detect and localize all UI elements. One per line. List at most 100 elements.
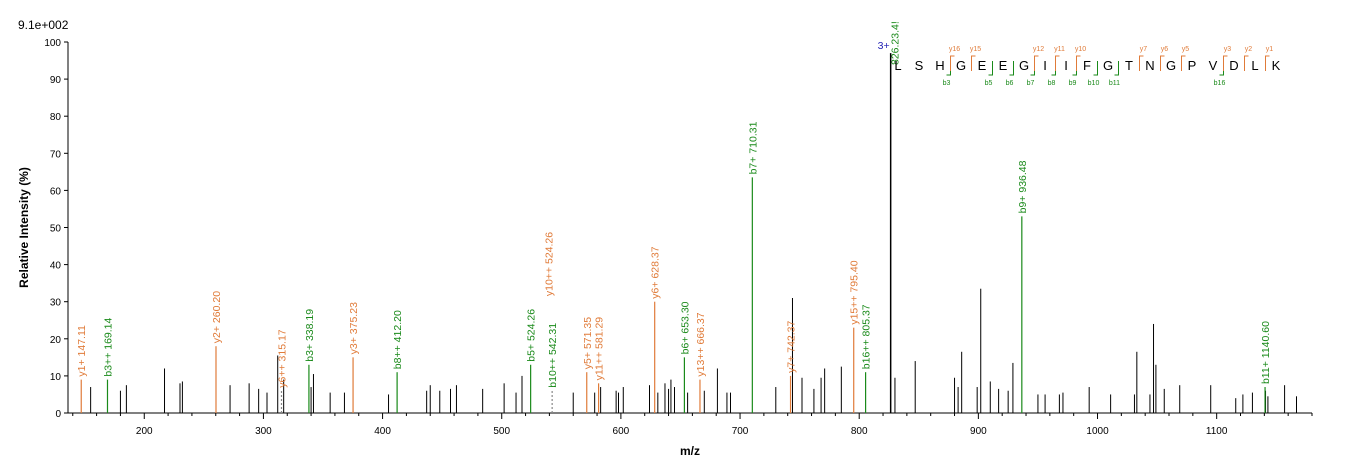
peak-label: y2+ 260.20 <box>211 291 223 343</box>
peak-label: b5+ 524.26 <box>526 309 538 362</box>
y-ion-label: y7 <box>1140 46 1148 53</box>
peak-label: y1+ 147.11 <box>76 325 88 377</box>
sequence-residue: G <box>1019 58 1029 73</box>
peak-label: y3+ 375.23 <box>348 302 360 354</box>
y-tick-label: 60 <box>50 186 62 197</box>
y-tick-label: 30 <box>50 298 62 309</box>
y-ion-marker <box>1265 55 1270 71</box>
y-ion-marker <box>950 55 955 71</box>
y-ion-label: y12 <box>1033 46 1044 53</box>
b-ion-marker <box>1114 61 1119 76</box>
sequence-residue: I <box>1043 58 1047 73</box>
sequence-residue: H <box>935 58 944 73</box>
y-ion-label: y5 <box>1182 46 1190 53</box>
y-tick-label: 0 <box>55 409 61 420</box>
sequence-residue: S <box>915 58 924 73</box>
sequence-residue: N <box>1145 58 1154 73</box>
peak-label: b9+ 936.48 <box>1017 160 1029 213</box>
y-ion-marker <box>971 55 976 71</box>
b-ion-marker <box>988 61 993 76</box>
x-tick-label: 700 <box>732 426 749 437</box>
y-tick-label: 50 <box>50 224 62 235</box>
b-ion-label: b8 <box>1048 80 1056 87</box>
x-tick-label: 500 <box>493 426 510 437</box>
peak-label: y6++ 315.17 <box>276 329 288 388</box>
peak-label: b3++ 169.14 <box>102 317 114 376</box>
y-ion-label: y10 <box>1075 46 1086 53</box>
x-axis-label: m/z <box>680 444 700 458</box>
sequence-residue: F <box>1083 58 1091 73</box>
precursor-label: 826.23.4! <box>890 21 902 65</box>
x-tick-label: 600 <box>613 426 630 437</box>
x-tick-label: 400 <box>374 426 391 437</box>
x-tick-label: 900 <box>970 426 987 437</box>
sequence-residue: G <box>1103 58 1113 73</box>
y-ion-marker <box>1160 55 1165 71</box>
peak-label: b3+ 338.19 <box>304 309 316 362</box>
y-ion-marker <box>1244 55 1249 71</box>
y-axis-label: Relative Intensity (%) <box>17 167 31 288</box>
y-tick-label: 20 <box>50 335 62 346</box>
y-ion-label: y15 <box>970 46 981 53</box>
sequence-residue: V <box>1209 58 1218 73</box>
precursor-charge-label: 3+ <box>878 40 890 52</box>
peak-label: y13++ 666.37 <box>695 312 707 376</box>
sequence-residue: D <box>1229 58 1238 73</box>
b-ion-marker <box>1093 61 1098 76</box>
peak-label: y11++ 581.29 <box>594 317 606 381</box>
b-ion-label: b5 <box>985 80 993 87</box>
y-tick-label: 80 <box>50 112 62 123</box>
sequence-residue: G <box>1166 58 1176 73</box>
b-ion-label: b16 <box>1214 80 1226 87</box>
sequence-coverage: L S H G E E G I I F G T N G P V D L Kb3 b5 b6 b7 b8 b9 b10 b11 b16… <box>894 46 1280 87</box>
b-ion-marker <box>1051 61 1056 76</box>
b-ion-marker <box>946 61 951 76</box>
y-tick-label: 40 <box>50 261 62 272</box>
axes: 0 10 20 30 40 50 60 70 80 90 100 200 300 400 500 600 700… <box>44 38 1313 437</box>
b-ion-label: b10 <box>1088 80 1100 87</box>
peak-label: b16++ 805.37 <box>861 304 873 369</box>
peak-label: b8++ 412.20 <box>392 310 404 369</box>
y-ion-marker <box>1223 55 1228 71</box>
sequence-residue: E <box>978 58 987 73</box>
sequence-residue: I <box>1064 58 1068 73</box>
y-ion-label: y16 <box>949 46 960 53</box>
peak-label: y7+ 742.37 <box>786 320 798 372</box>
b-ion-label: b11 <box>1109 80 1120 87</box>
peak-labels: 3+ 826.23.4! y1+ 147.11 b3++ 169.14 y2+ 260.… <box>76 21 1272 388</box>
sequence-residue: G <box>956 58 966 73</box>
y-ion-marker <box>1139 55 1144 71</box>
y-ion-label: y11 <box>1054 46 1065 53</box>
x-tick-label: 200 <box>136 426 153 437</box>
b-ion-label: b7 <box>1027 80 1035 87</box>
b-ion-label: b3 <box>943 80 951 87</box>
y-ion-label: y1 <box>1266 46 1274 53</box>
peaks <box>80 53 1298 413</box>
b-ion-label: b9 <box>1069 80 1077 87</box>
b-ion-marker <box>1219 61 1224 76</box>
sequence-residue: L <box>894 58 901 73</box>
y-ion-label: y6 <box>1161 46 1169 53</box>
x-tick-label: 300 <box>255 426 272 437</box>
b-ion-marker <box>1009 61 1014 76</box>
y-ion-marker <box>1181 55 1186 71</box>
peak-label: b7+ 710.31 <box>747 121 759 174</box>
y-tick-label: 100 <box>44 38 61 49</box>
y-ion-label: y3 <box>1224 46 1232 53</box>
y-ion-marker <box>1055 55 1060 71</box>
max-intensity-label: 9.1e+002 <box>18 18 69 32</box>
x-tick-label: 1100 <box>1206 426 1228 437</box>
y-ion-marker <box>1034 55 1039 71</box>
y-tick-label: 90 <box>50 75 62 86</box>
peak-label: y6+ 628.37 <box>650 246 662 298</box>
sequence-residue: E <box>999 58 1008 73</box>
b-ion-marker <box>1030 61 1035 76</box>
y-tick-label: 70 <box>50 149 62 160</box>
peak-label: b6+ 653.30 <box>679 301 691 354</box>
y-ion-label: y2 <box>1245 46 1253 53</box>
y-ion-marker <box>1076 55 1081 71</box>
peak-label: b11+ 1140.60 <box>1260 321 1272 384</box>
x-tick-label: 1000 <box>1086 426 1109 437</box>
sequence-residue: P <box>1188 58 1197 73</box>
